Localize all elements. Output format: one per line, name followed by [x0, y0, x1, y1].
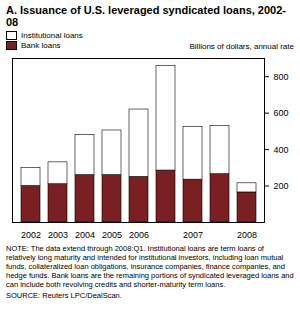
svg-text:2008: 2008: [237, 230, 257, 240]
svg-text:400: 400: [274, 144, 289, 154]
svg-text:800: 800: [274, 72, 289, 82]
svg-text:600: 600: [274, 108, 289, 118]
svg-text:2005: 2005: [102, 230, 122, 240]
svg-text:2002: 2002: [21, 230, 41, 240]
html-text:A. Issuance of U.S. leveraged: A. Issuance of U.S. leveraged syndicated…: [6, 4, 286, 28]
svg-text:2006: 2006: [129, 230, 149, 240]
html-text:Bank loans: Bank loans: [21, 41, 61, 50]
html-text:Billions of dollars, annual ra: Billions of dollars, annual rate: [189, 42, 294, 51]
svg-text:200: 200: [274, 181, 289, 191]
html-text:SOURCE: Reuters LPC/DealScan.: SOURCE: Reuters LPC/DealScan.: [6, 291, 122, 300]
html-text:NOTE: The data extend through: NOTE: The data extend through 2008:Q1. I…: [6, 244, 294, 289]
svg-text:2004: 2004: [75, 230, 95, 240]
svg-text:2003: 2003: [48, 230, 68, 240]
svg-text:2007: 2007: [183, 230, 203, 240]
html-text:Institutional loans: Institutional loans: [21, 31, 83, 40]
